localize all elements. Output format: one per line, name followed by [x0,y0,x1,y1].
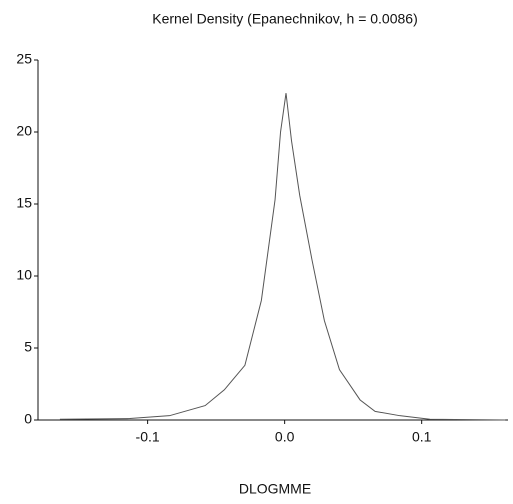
y-tick-label: 25 [16,51,32,67]
y-tick-label: 20 [16,123,32,139]
x-tick-label: 0.0 [275,429,295,445]
y-tick-label: 15 [16,195,32,211]
y-tick-label: 10 [16,267,32,283]
density-line [59,93,506,421]
x-axis-label: DLOGMME [239,481,311,497]
x-tick-label: 0.1 [412,429,432,445]
y-tick-label: 0 [24,411,32,427]
y-tick-label: 5 [24,339,32,355]
x-tick-label: -0.1 [136,429,160,445]
chart-title: Kernel Density (Epanechnikov, h = 0.0086… [152,11,418,27]
